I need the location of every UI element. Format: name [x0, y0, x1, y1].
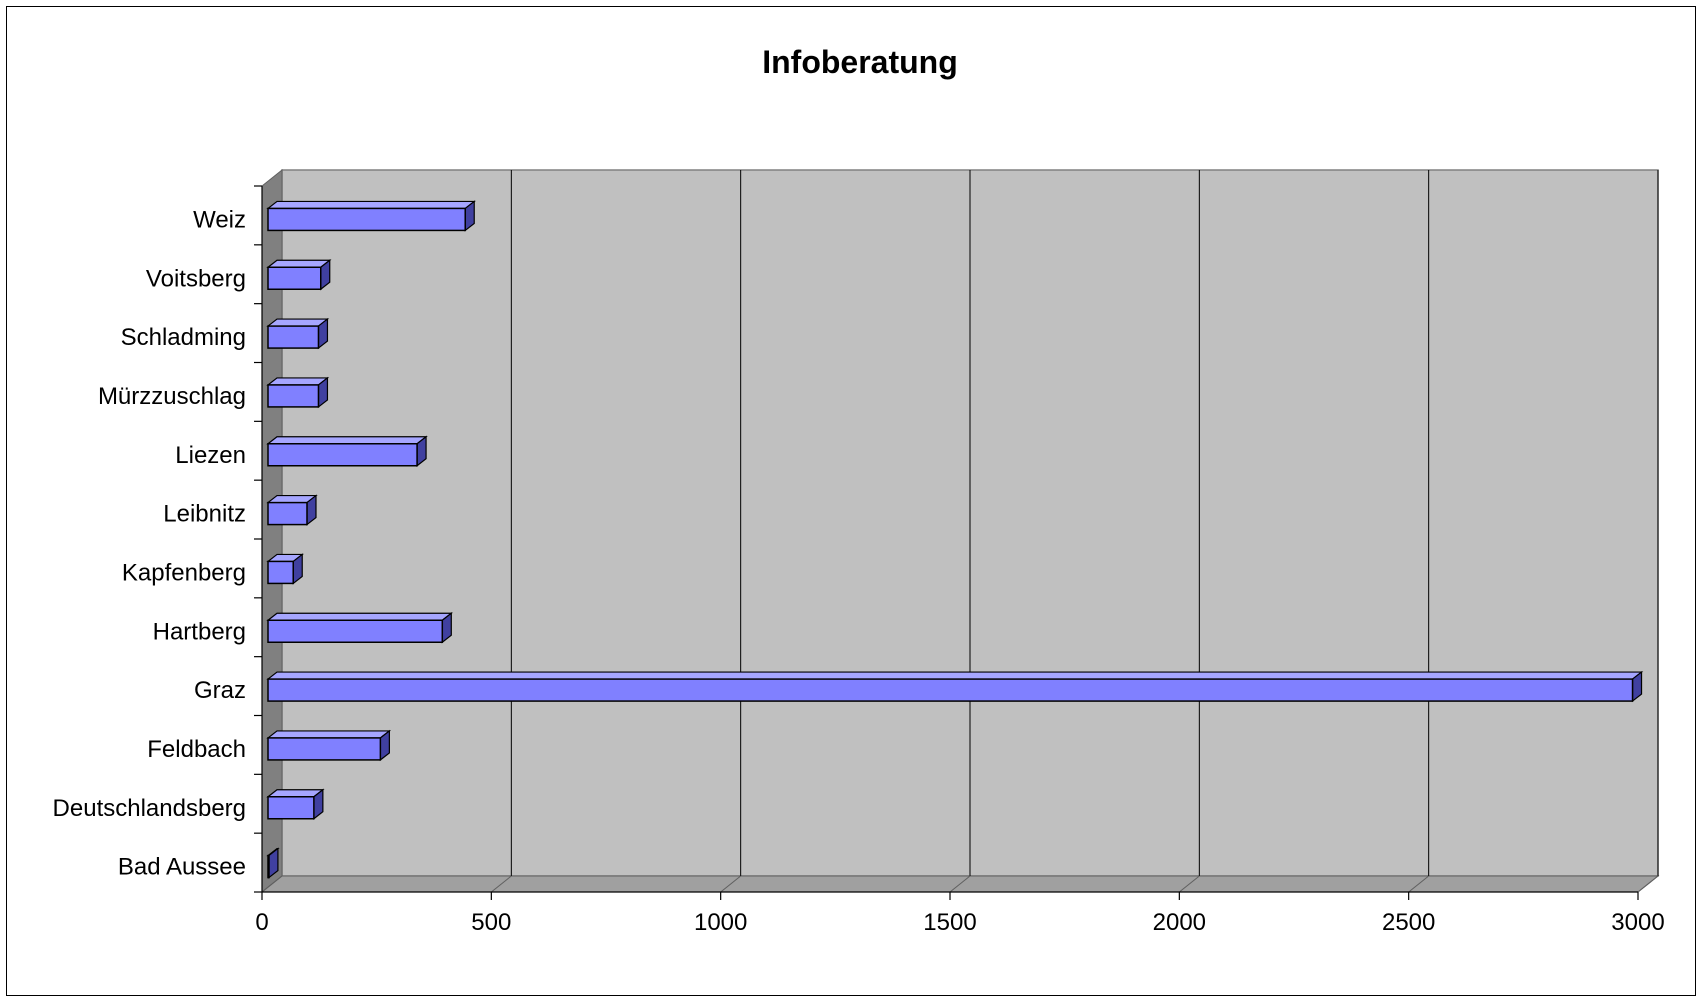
bar-top	[266, 259, 332, 268]
y-tick-label: Weiz	[193, 206, 246, 233]
bar	[266, 435, 428, 467]
y-tick-label: Graz	[194, 677, 246, 704]
bar-front	[267, 325, 320, 349]
y-tick-label: Mürzzuschlag	[98, 383, 246, 410]
bar	[266, 200, 476, 232]
floor-gridline	[1408, 875, 1429, 893]
chart-walls	[260, 168, 1660, 894]
y-tick-label: Leibnitz	[163, 501, 246, 528]
bar-front	[267, 560, 294, 585]
bar-front	[267, 619, 444, 643]
axes	[254, 185, 1639, 900]
y-tick-label: Kapfenberg	[122, 559, 246, 586]
bar	[266, 553, 304, 585]
bar-top	[266, 318, 330, 327]
labels: 0 500 1000 1500 2000 2500 3000 Bad Aussee Deutsc…	[53, 206, 1665, 936]
floor-gridline	[1179, 875, 1200, 893]
bar	[266, 670, 1644, 703]
bar	[266, 317, 330, 350]
x-tick-label: 1000	[694, 909, 747, 936]
x-tick-label: 3000	[1611, 909, 1664, 936]
bar	[266, 729, 392, 762]
y-tick-label: Bad Aussee	[118, 854, 246, 881]
x-tick-label: 500	[471, 909, 511, 936]
bar	[266, 847, 280, 879]
bar-top	[266, 730, 392, 739]
bar-front	[267, 796, 315, 820]
bar-top	[266, 377, 330, 386]
bar-front	[267, 678, 1634, 702]
y-tick-label: Feldbach	[147, 736, 246, 763]
bar	[266, 788, 325, 820]
floor-gridline	[491, 875, 512, 893]
floor-gridline	[949, 875, 971, 893]
floor-gridline	[1637, 875, 1659, 893]
floor-gridline	[720, 875, 741, 893]
bar	[266, 376, 330, 409]
bar-front	[267, 207, 466, 232]
y-tick-label: Deutschlandsberg	[53, 795, 246, 822]
bar-top	[266, 612, 454, 621]
bar	[266, 259, 332, 291]
bar-front	[267, 443, 418, 467]
floor-gridline	[261, 875, 283, 893]
bar-front	[267, 501, 308, 526]
x-tick-label: 1500	[923, 909, 976, 936]
bars	[266, 200, 1644, 879]
bar-front	[267, 384, 320, 408]
bar	[266, 494, 318, 526]
bar-front	[267, 266, 322, 290]
y-tick-label: Liezen	[175, 442, 246, 469]
x-tick-label: 0	[255, 909, 268, 936]
bar-top	[266, 200, 476, 210]
y-tick-label: Schladming	[121, 324, 246, 351]
bar-front	[267, 854, 270, 879]
chart-title: Infoberatung	[762, 44, 958, 80]
y-tick-label: Hartberg	[153, 618, 246, 645]
bar-front	[267, 737, 382, 761]
grid-lines	[261, 170, 1659, 893]
bar-top	[266, 436, 428, 445]
y-tick-label: Voitsberg	[146, 265, 246, 292]
bar-top	[266, 671, 1644, 680]
x-tick-label: 2500	[1382, 909, 1435, 936]
x-tick-label: 2000	[1153, 909, 1206, 936]
bar	[266, 612, 454, 644]
